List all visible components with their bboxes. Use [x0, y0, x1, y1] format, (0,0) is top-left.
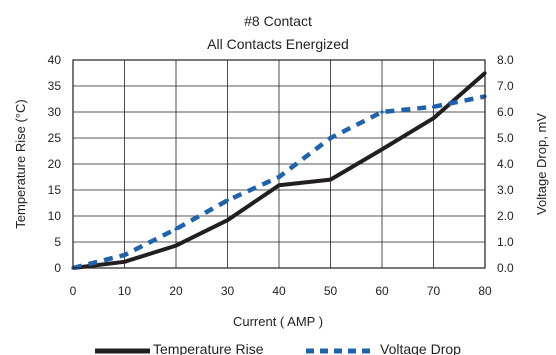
data-point-voltage-drop: [431, 105, 436, 109]
data-point-temperature-rise: [174, 244, 178, 248]
data-point-voltage-drop: [122, 253, 127, 257]
y-left-tick-label: 15: [48, 183, 62, 197]
x-tick-label: 50: [324, 284, 338, 298]
legend-label-temperature-rise: Temperature Rise: [153, 341, 264, 355]
x-tick-label: 60: [375, 284, 389, 298]
y-left-tick-label: 20: [48, 157, 62, 171]
y-left-tick-label: 25: [48, 131, 62, 145]
data-point-voltage-drop: [277, 175, 281, 179]
plot-frame: [72, 59, 486, 269]
y-left-tick-label: 35: [48, 79, 62, 93]
legend: Temperature Rise Voltage Drop: [95, 341, 461, 355]
data-point-voltage-drop: [380, 110, 384, 114]
y-right-tick-label: 7.0: [497, 79, 514, 93]
y-right-tick-label: 2.0: [497, 209, 514, 223]
x-tick-label: 70: [427, 284, 441, 298]
data-point-temperature-rise: [380, 147, 384, 152]
x-tick-label: 0: [70, 284, 77, 298]
y-right-tick-label: 1.0: [497, 235, 514, 249]
y-right-tick-label: 6.0: [497, 105, 514, 119]
y-left-tick-label: 10: [48, 209, 62, 223]
y-right-axis-label: Voltage Drop, mV: [534, 113, 549, 215]
y-right-tick-label: 8.0: [497, 53, 514, 67]
x-tick-label: 20: [169, 284, 183, 298]
legend-label-voltage-drop: Voltage Drop: [380, 341, 461, 355]
data-point-voltage-drop: [225, 198, 230, 202]
y-left-tick-label: 0: [54, 261, 61, 275]
chart-subtitle: All Contacts Energized: [207, 36, 349, 52]
y-right-tick-label: 5.0: [497, 131, 514, 145]
data-point-temperature-rise: [225, 218, 230, 222]
series-layer: [71, 71, 487, 271]
data-point-temperature-rise: [277, 183, 281, 187]
y-right-tick-label: 3.0: [497, 183, 514, 197]
x-tick-label: 40: [272, 284, 286, 298]
data-point-temperature-rise: [122, 260, 127, 264]
y-left-tick-label: 30: [48, 105, 62, 119]
y-left-tick-labels: 0 5 10 15 20 25 30 35 40: [48, 53, 62, 275]
grid: [72, 59, 486, 269]
y-left-tick-label: 5: [54, 235, 61, 249]
chart-title: #8 Contact: [244, 13, 312, 29]
data-point-voltage-drop: [174, 227, 178, 231]
data-point-temperature-rise: [431, 116, 436, 120]
data-point-voltage-drop: [328, 136, 333, 140]
x-tick-label: 10: [118, 284, 132, 298]
y-left-tick-label: 40: [48, 53, 62, 67]
y-right-tick-labels: 0.0 1.0 2.0 3.0 4.0 5.0 6.0 7.0 8.0: [497, 53, 514, 275]
y-left-axis-label: Temperature Rise (°C): [13, 99, 28, 228]
x-tick-label: 80: [478, 284, 492, 298]
data-point-temperature-rise: [328, 178, 333, 182]
x-axis-label: Current ( AMP ): [233, 314, 323, 329]
y-right-tick-label: 4.0: [497, 157, 514, 171]
x-tick-label: 30: [221, 284, 235, 298]
y-right-tick-label: 0.0: [497, 261, 514, 275]
x-tick-labels: 0 10 20 30 40 50 60 70 80: [70, 284, 492, 298]
